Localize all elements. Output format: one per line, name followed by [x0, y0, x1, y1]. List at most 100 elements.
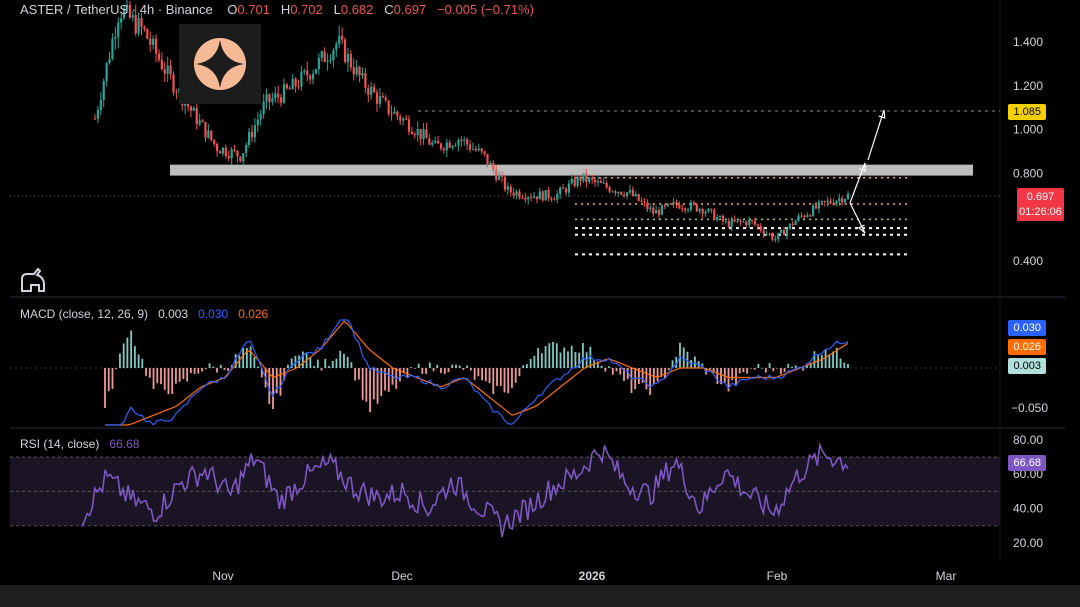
candle-body — [800, 215, 803, 217]
candle-body — [637, 193, 640, 201]
interval-label[interactable]: 4h — [139, 2, 155, 17]
candle-body — [829, 200, 832, 204]
candle-body — [117, 22, 120, 38]
candle-body — [192, 108, 195, 111]
price-axis-label: 1.400 — [1013, 35, 1043, 49]
macd-histogram-bar — [440, 368, 442, 373]
candle-body — [809, 215, 812, 217]
candle-body — [335, 43, 338, 51]
candle-body — [413, 133, 416, 136]
candle-body — [684, 208, 687, 211]
candle-body — [134, 15, 137, 34]
candle-body — [492, 162, 495, 170]
macd-histogram-bar — [686, 351, 689, 368]
candle-body — [378, 96, 382, 104]
candle-body — [707, 208, 710, 212]
candle-body — [268, 94, 271, 102]
candle-body — [582, 173, 585, 181]
candle-body — [224, 147, 227, 156]
macd-histogram-bar — [115, 368, 118, 370]
macd-histogram-bar — [466, 365, 469, 368]
candle-body — [454, 145, 457, 147]
candle-body — [152, 38, 155, 45]
rsi-tag: 66.68 — [1008, 455, 1046, 471]
candle-body — [506, 186, 509, 190]
candle-body — [596, 181, 600, 183]
symbol-header: ASTER / TetherUS · 4h · Binance O0.701 H… — [20, 2, 534, 17]
candle-body — [669, 203, 672, 205]
time-axis-label: Feb — [767, 569, 788, 583]
candle-body — [154, 38, 158, 54]
candle-body — [631, 189, 634, 196]
price-axis-label: 1.200 — [1013, 79, 1043, 93]
tradingview-icon[interactable] — [18, 265, 48, 295]
macd-histogram-bar — [298, 355, 301, 368]
macd-histogram-bar — [712, 368, 715, 373]
candle-body — [791, 223, 794, 226]
macd-histogram-bar — [817, 355, 820, 368]
macd-histogram-bar — [324, 358, 327, 368]
macd-histogram-bar — [313, 366, 315, 368]
candle-body — [843, 199, 847, 203]
macd-histogram-bar — [619, 368, 622, 375]
candle-body — [672, 202, 675, 204]
rsi-axis-label: 80.00 — [1013, 433, 1043, 447]
macd-histogram-bar — [783, 368, 786, 373]
candle-body — [765, 233, 768, 235]
ohlc-close-key: C — [384, 2, 394, 17]
macd-histogram-bar — [496, 368, 498, 386]
candle-body — [96, 109, 100, 119]
candle-body — [373, 86, 376, 93]
macd-histogram-bar — [481, 368, 484, 381]
macd-histogram-bar — [343, 353, 345, 368]
candle-body — [713, 209, 716, 221]
candle-body — [820, 200, 823, 202]
candle-body — [245, 144, 248, 154]
macd-title[interactable]: MACD (close, 12, 26, 9) — [20, 307, 149, 321]
macd-histogram-bar — [787, 363, 790, 368]
time-axis-label: 2026 — [579, 569, 606, 583]
candle-body — [364, 73, 367, 88]
macd-histogram-bar — [641, 368, 644, 383]
candle-body — [439, 143, 443, 149]
candle-body — [175, 92, 178, 94]
candle-body — [480, 148, 483, 152]
macd-histogram-bar — [260, 368, 263, 378]
macd-histogram-bar — [369, 368, 371, 413]
candle-body — [547, 189, 550, 199]
candle-body — [381, 96, 384, 98]
candle-body — [277, 93, 280, 98]
candle-body — [553, 199, 556, 201]
candle-body — [817, 201, 821, 209]
projection-arrow-up-1-head — [859, 162, 866, 172]
macd-histogram-bar — [376, 368, 379, 404]
candle-body — [556, 194, 559, 200]
candle-body — [131, 15, 134, 18]
candle-body — [250, 131, 254, 138]
candle-body — [457, 139, 460, 146]
candle-body — [207, 130, 210, 138]
price-axis-label: 0.400 — [1013, 254, 1043, 268]
candle-body — [370, 86, 373, 95]
candle-body — [230, 149, 233, 159]
macd-histogram-bar — [503, 368, 506, 393]
chart-canvas[interactable]: 1.4001.2001.0000.8000.400−0.05080.0060.0… — [0, 0, 1080, 585]
macd-histogram-bar — [130, 330, 133, 368]
macd-histogram-bar — [828, 354, 831, 368]
candle-body — [393, 111, 396, 114]
candle-body — [535, 196, 539, 200]
symbol-name[interactable]: ASTER — [20, 2, 64, 17]
macd-histogram-bar — [540, 353, 543, 368]
candle-body — [718, 215, 722, 218]
candle-body — [716, 217, 719, 221]
macd-histogram-bar — [750, 368, 752, 369]
candle-body — [422, 129, 425, 140]
macd-histogram-bar — [458, 365, 461, 368]
macd-histogram-bar — [469, 368, 472, 371]
macd-histogram-bar — [552, 342, 554, 368]
rsi-title[interactable]: RSI (14, close) — [20, 437, 100, 451]
signal-tag: 0.026 — [1008, 339, 1046, 355]
macd-histogram-bar — [518, 368, 521, 377]
projection-arrow-up-2-head — [878, 109, 886, 119]
last-price-value: 0.697 — [1026, 191, 1055, 203]
